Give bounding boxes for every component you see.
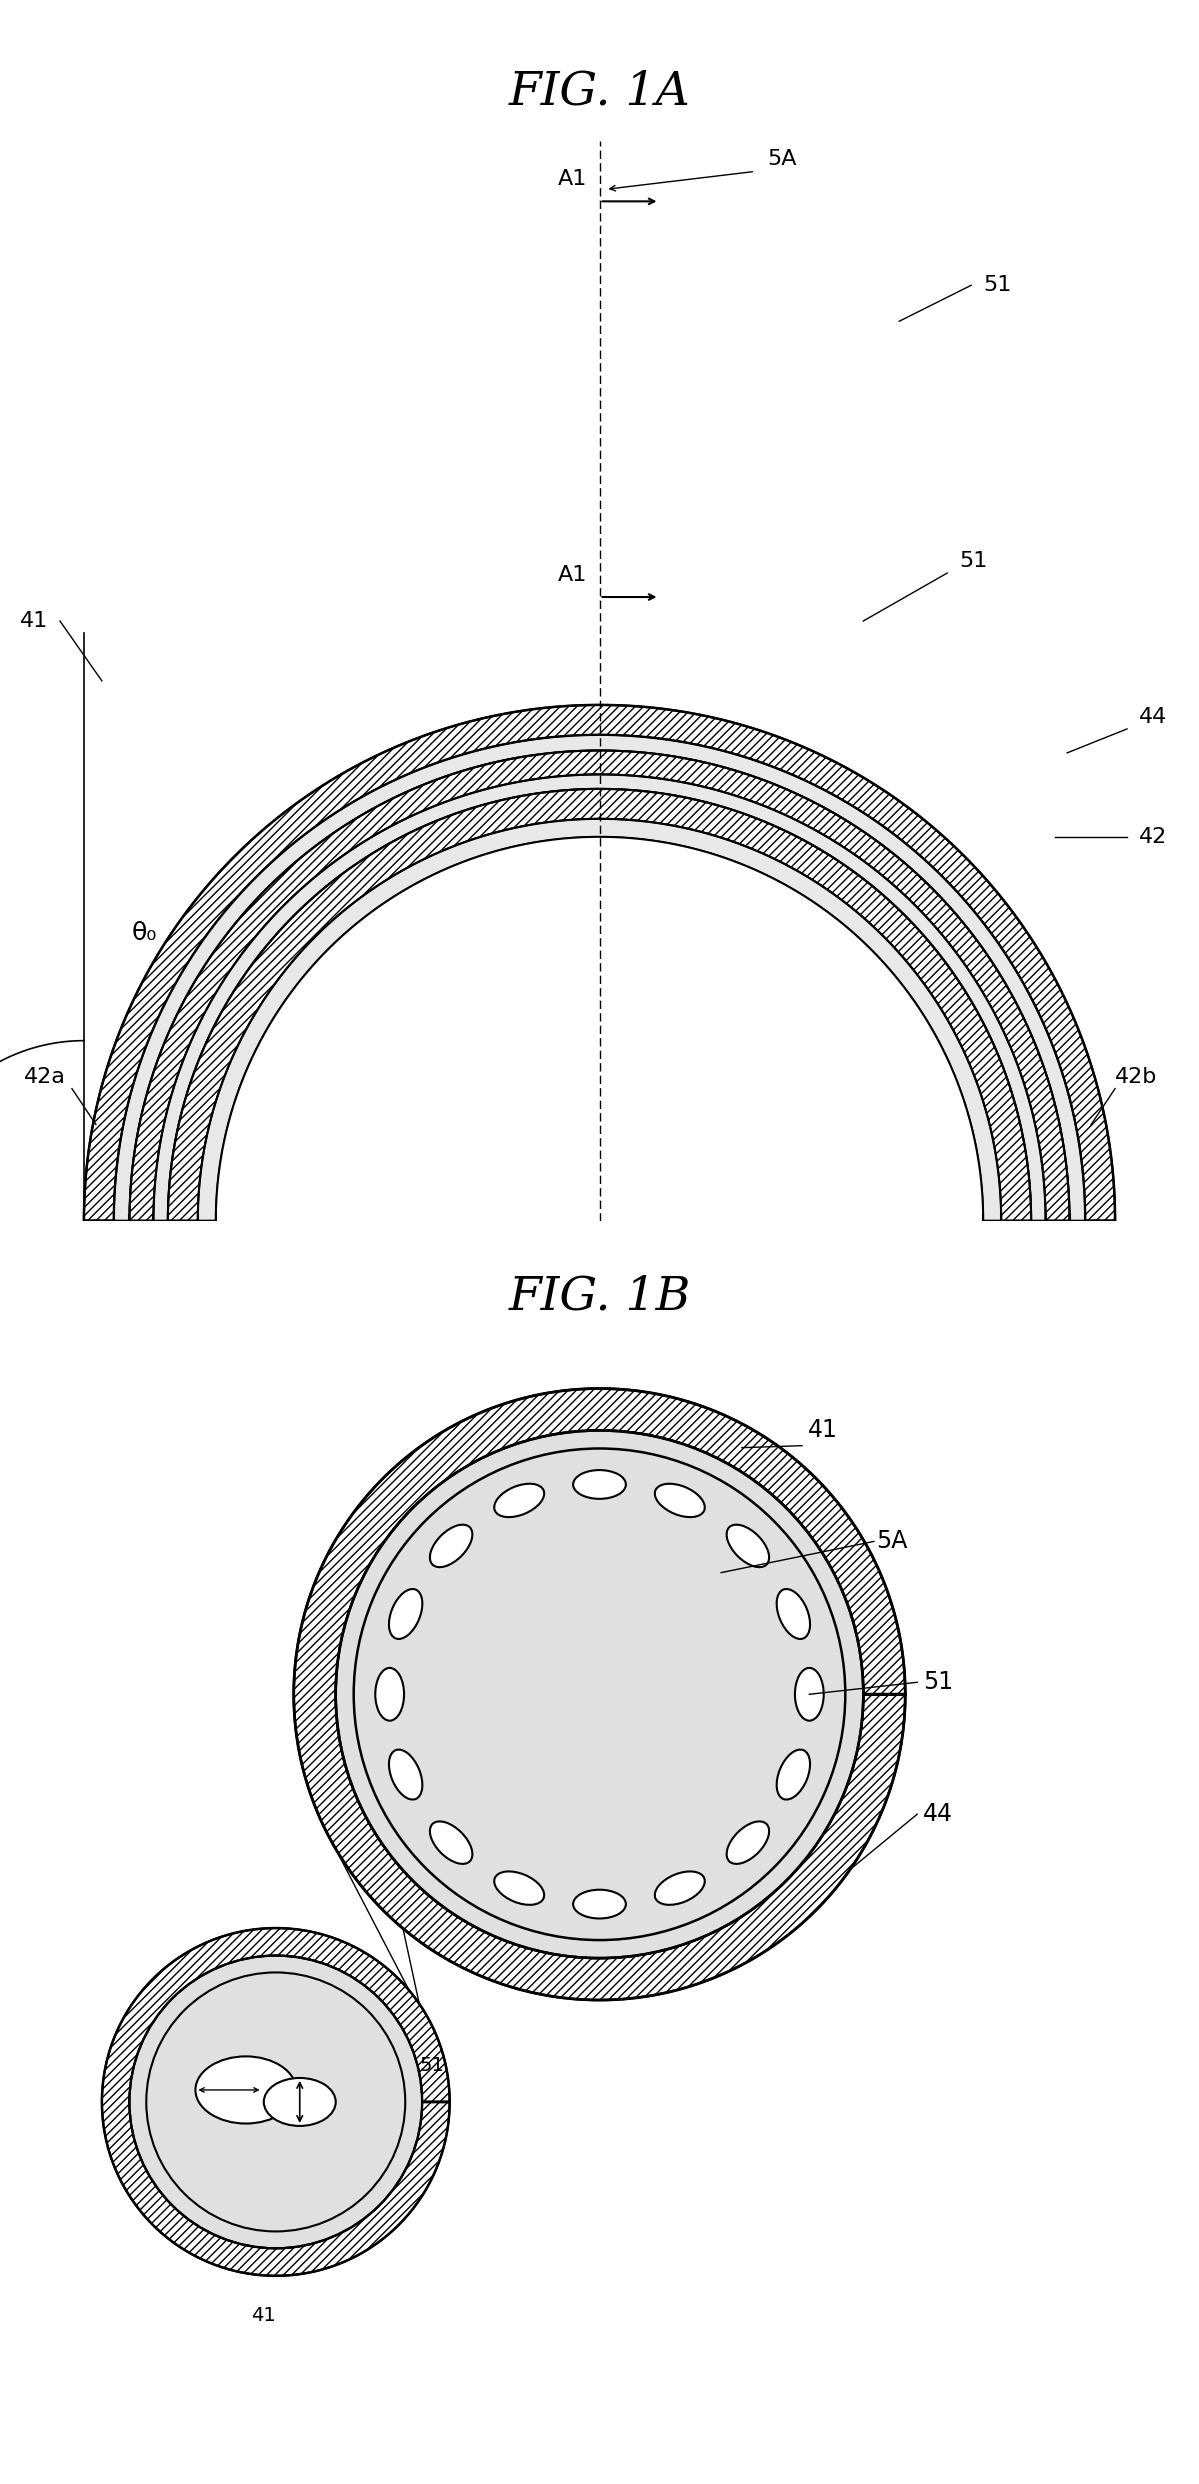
Ellipse shape	[375, 1667, 404, 1721]
Polygon shape	[114, 1220, 129, 1317]
Text: 5A: 5A	[767, 149, 797, 169]
Ellipse shape	[727, 1821, 769, 1863]
Ellipse shape	[727, 1525, 769, 1567]
Circle shape	[294, 1389, 905, 2000]
Ellipse shape	[795, 1667, 824, 1721]
Polygon shape	[153, 775, 1046, 1220]
Polygon shape	[1031, 1220, 1046, 1317]
Ellipse shape	[388, 1590, 422, 1639]
Ellipse shape	[195, 2057, 296, 2124]
Text: 42b: 42b	[1115, 1066, 1157, 1086]
Polygon shape	[102, 1928, 450, 2275]
Text: d2: d2	[163, 2039, 186, 2057]
Polygon shape	[1085, 1220, 1115, 1317]
Text: 5A: 5A	[876, 1530, 908, 1552]
Text: 42a: 42a	[24, 1066, 66, 1086]
Text: 5A: 5A	[282, 1972, 308, 1992]
Polygon shape	[114, 735, 1085, 1220]
Polygon shape	[129, 750, 1070, 1220]
Text: θ₀: θ₀	[131, 922, 157, 944]
Polygon shape	[84, 705, 1115, 1220]
Text: 51: 51	[959, 551, 988, 571]
Polygon shape	[84, 1220, 114, 1317]
Polygon shape	[983, 1220, 1001, 1317]
Polygon shape	[1046, 1220, 1070, 1317]
Text: d1: d1	[278, 2139, 301, 2156]
Circle shape	[336, 1431, 863, 1957]
Polygon shape	[168, 790, 1031, 1220]
Circle shape	[129, 1955, 422, 2248]
Ellipse shape	[655, 1483, 705, 1518]
Ellipse shape	[655, 1870, 705, 1905]
Polygon shape	[198, 1220, 216, 1317]
Ellipse shape	[777, 1749, 811, 1798]
Text: 44: 44	[923, 1803, 953, 1826]
Circle shape	[102, 1928, 450, 2275]
Polygon shape	[153, 1220, 168, 1317]
Ellipse shape	[777, 1590, 811, 1639]
Ellipse shape	[264, 2079, 336, 2126]
Text: 51: 51	[420, 2057, 445, 2077]
Text: 42: 42	[1139, 827, 1168, 847]
Ellipse shape	[494, 1870, 544, 1905]
Ellipse shape	[494, 1483, 544, 1518]
Text: A1: A1	[559, 564, 588, 586]
Ellipse shape	[430, 1821, 472, 1863]
Polygon shape	[198, 820, 1001, 1220]
Ellipse shape	[388, 1749, 422, 1798]
Polygon shape	[216, 837, 983, 1220]
Ellipse shape	[430, 1525, 472, 1567]
Polygon shape	[84, 705, 1115, 1220]
Text: 41: 41	[808, 1418, 838, 1443]
Polygon shape	[1070, 1220, 1085, 1317]
Polygon shape	[294, 1389, 905, 2000]
Ellipse shape	[573, 1471, 626, 1498]
Text: FIG. 1A: FIG. 1A	[508, 70, 691, 114]
Text: 44: 44	[1139, 708, 1168, 728]
Text: 51: 51	[983, 276, 1012, 296]
Text: FIG. 1B: FIG. 1B	[508, 1274, 691, 1319]
Ellipse shape	[573, 1890, 626, 1918]
Polygon shape	[1001, 1220, 1031, 1317]
Text: 51: 51	[923, 1669, 953, 1694]
Text: D: D	[309, 2092, 324, 2111]
Polygon shape	[129, 1220, 153, 1317]
Text: 41: 41	[252, 2305, 276, 2325]
Text: A1: A1	[559, 169, 588, 189]
Polygon shape	[168, 1220, 198, 1317]
Text: 41: 41	[19, 611, 48, 631]
